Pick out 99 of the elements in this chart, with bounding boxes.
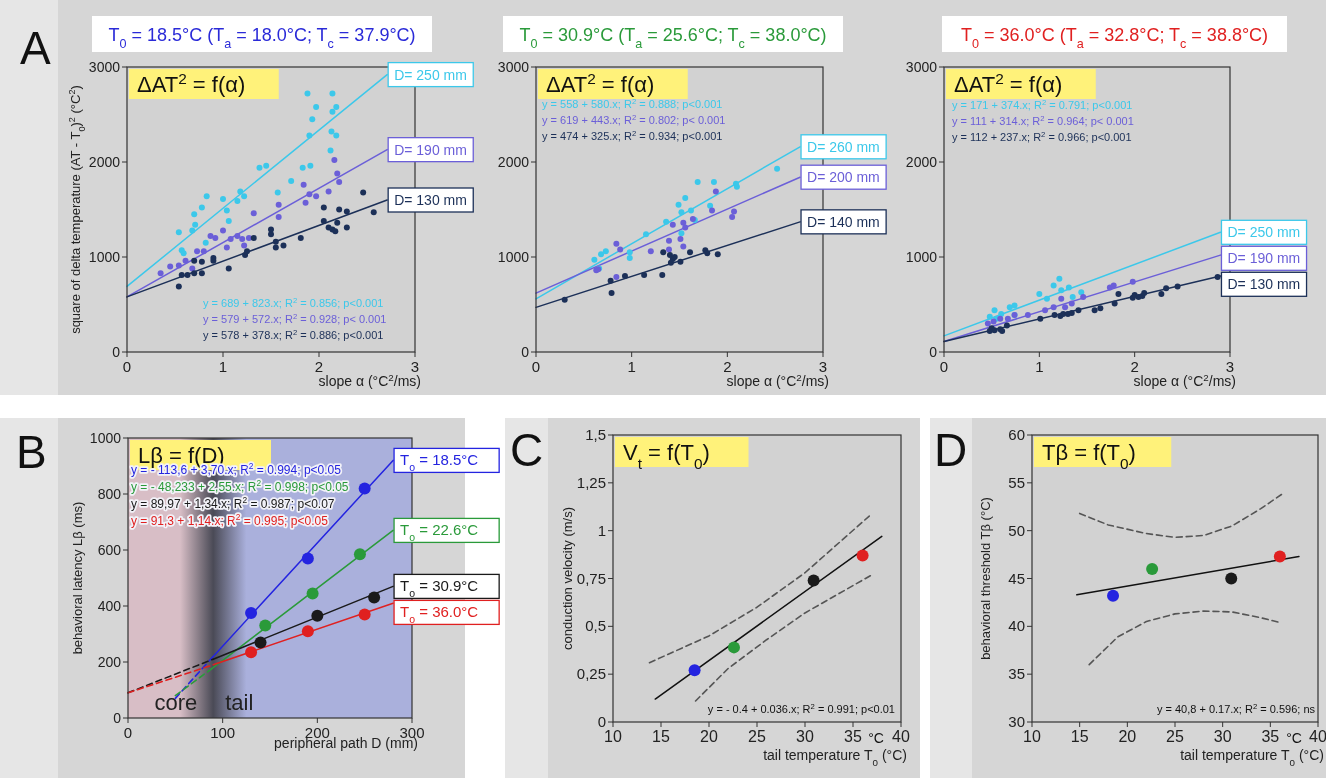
- x-tick-label: 1: [627, 358, 636, 375]
- series-label: T$_{o}$ = 36.0°C: [400, 603, 479, 626]
- annotation: y = 578 + 378.x; R$^{2}$ = 0.886; p<0.001: [203, 327, 384, 341]
- y-tick-label: 1000: [497, 249, 530, 265]
- text: °C: [1286, 730, 1302, 746]
- y-tick-label: 55: [1008, 473, 1025, 491]
- chart-title: T$_{0}$ = 18.5°C (T$_{a}$ = 18.0°C; T$_{c}$ = 37.9°C): [108, 25, 416, 51]
- annotation: y = 111 + 314.x; R$^{2}$ = 0.964; p< 0.001: [952, 113, 1134, 127]
- y-tick-label: 0,75: [576, 569, 606, 587]
- y-tick-label: 50: [1008, 521, 1025, 539]
- y-tick-label: 0,25: [576, 665, 606, 683]
- y-tick-label: 1000: [88, 249, 121, 265]
- annotation: y = 619 + 443.x; R$^{2}$ = 0.802; p< 0.001: [542, 112, 726, 126]
- annotation: y = 689 + 823.x; R$^{2}$ = 0.856; p<0.001: [203, 295, 384, 309]
- band-label: tail: [225, 690, 254, 715]
- y-tick-label: 0: [112, 344, 121, 360]
- series-label: D= 140 mm: [807, 213, 880, 230]
- x-tick-label: 40: [892, 728, 910, 745]
- chart-subtitle: ΔAT$^{2}$ = f(α): [546, 69, 655, 97]
- x-tick-label: 1: [218, 358, 228, 375]
- series-label: D= 250 mm: [1227, 224, 1301, 241]
- y-tick-label: 1,5: [585, 426, 606, 443]
- y-tick-label: 30: [1008, 713, 1025, 730]
- series-label: D= 260 mm: [807, 138, 880, 155]
- x-axis-title: tail temperature T$_{0}$ (°C): [763, 747, 907, 768]
- y-tick-label: 3000: [497, 59, 530, 75]
- y-tick-label: 60: [1008, 426, 1025, 443]
- x-tick-label: 30: [1213, 728, 1232, 745]
- y-tick-label: 0: [113, 710, 122, 726]
- x-tick-label: 15: [652, 728, 670, 745]
- chart-subtitle: ΔAT$^{2}$ = f(α): [954, 69, 1063, 97]
- annotation: y = 40,8 + 0.17.x; R$^{2}$ = 0.596; ns: [1156, 701, 1316, 715]
- annotation: y = 579 + 572.x; R$^{2}$ = 0.928; p< 0.001: [203, 311, 387, 325]
- y-tick-label: 0: [521, 344, 530, 360]
- x-tick-label: 40: [1309, 728, 1326, 745]
- y-tick-label: 0: [929, 344, 938, 360]
- y-tick-label: 0: [597, 713, 606, 730]
- x-tick-label: 100: [210, 724, 236, 741]
- chart-title: T$_{0}$ = 30.9°C (T$_{a}$ = 25.6°C; T$_{c}$ = 38.0°C): [519, 25, 827, 51]
- x-tick-label: 0: [123, 724, 133, 741]
- x-tick-label: 20: [1118, 728, 1137, 745]
- series-label: D= 190 mm: [394, 141, 467, 158]
- x-tick-label: 35: [844, 728, 862, 745]
- y-tick-label: 3000: [905, 59, 938, 75]
- y-tick-label: 200: [97, 654, 122, 670]
- y-tick-label: 1,25: [576, 473, 606, 491]
- y-tick-label: 40: [1008, 617, 1025, 635]
- x-tick-label: 20: [700, 728, 718, 745]
- annotation: y = 171 + 374.x; R$^{2}$ = 0.791; p<0.001: [952, 97, 1133, 111]
- y-axis-title: behavioral threshold Tβ (°C): [978, 497, 993, 660]
- series-label: D= 200 mm: [807, 169, 880, 186]
- band-label: core: [154, 690, 198, 715]
- text: B: [16, 426, 47, 478]
- y-axis-title: behavioral latency Lβ (ms): [70, 501, 85, 655]
- y-tick-label: 35: [1008, 665, 1025, 683]
- series-label: T$_{o}$ = 18.5°C: [400, 451, 479, 474]
- y-tick-label: 2000: [497, 154, 530, 170]
- y-tick-label: 3000: [88, 59, 121, 75]
- text: D: [934, 424, 968, 476]
- x-tick-label: 10: [604, 728, 622, 745]
- chart-subtitle: ΔAT$^{2}$ = f(α): [137, 69, 246, 97]
- y-tick-label: 1000: [89, 430, 122, 446]
- series-label: D= 130 mm: [394, 192, 467, 208]
- y-axis-title: conduction velocity (m/s): [560, 506, 575, 651]
- annotation: y = 558 + 580.x; R$^{2}$ = 0.888; p<0.001: [542, 96, 723, 110]
- chart-subtitle: V$_{t}$ = f(T$_{0}$): [623, 440, 710, 472]
- x-axis-title: tail temperature T$_{0}$ (°C): [1180, 747, 1324, 768]
- x-tick-label: 30: [796, 728, 814, 745]
- annotation: y = - 0.4 + 0.036.x; R$^{2}$ = 0.991; p<0.01: [707, 701, 895, 715]
- series-label: D= 250 mm: [394, 66, 467, 83]
- y-tick-label: 2000: [905, 154, 938, 170]
- x-tick-label: 10: [1023, 728, 1041, 745]
- series-label: D= 130 mm: [1227, 276, 1301, 293]
- y-tick-label: 2000: [88, 154, 121, 170]
- x-tick-label: 25: [1166, 728, 1184, 745]
- text: °C: [868, 730, 884, 746]
- chart-subtitle: Tβ = f(T$_{0}$): [1042, 440, 1136, 472]
- text: C: [510, 424, 544, 476]
- y-tick-label: 45: [1008, 569, 1025, 587]
- x-tick-label: 35: [1261, 728, 1280, 745]
- x-tick-label: 15: [1070, 728, 1089, 745]
- series-label: D= 190 mm: [1227, 250, 1301, 267]
- y-tick-label: 600: [97, 542, 122, 558]
- annotation: y = 112 + 237.x; R$^{2}$ = 0.966; p<0.001: [952, 129, 1132, 143]
- series-label: T$_{o}$ = 22.6°C: [400, 521, 479, 544]
- chart-title: T$_{0}$ = 36.0°C (T$_{a}$ = 32.8°C; T$_{c}$ = 38.8°C): [960, 25, 1269, 51]
- annotation: y = 474 + 325.x; R$^{2}$ = 0.934; p<0.001: [542, 128, 723, 142]
- y-tick-label: 1: [597, 521, 606, 539]
- y-tick-label: 0,5: [585, 617, 606, 635]
- x-tick-label: 25: [748, 728, 766, 745]
- y-tick-label: 400: [97, 598, 122, 614]
- x-tick-label: 0: [531, 358, 541, 375]
- x-tick-label: 1: [1035, 358, 1044, 375]
- y-tick-label: 800: [97, 486, 122, 502]
- y-tick-label: 1000: [905, 249, 938, 265]
- annotation: y = 89,97 + 1,34.x; R$^{2}$ = 0.987; p<0.07: [131, 495, 335, 511]
- x-tick-label: 0: [939, 358, 949, 375]
- series-label: T$_{o}$ = 30.9°C: [400, 577, 479, 600]
- text: A: [20, 22, 51, 74]
